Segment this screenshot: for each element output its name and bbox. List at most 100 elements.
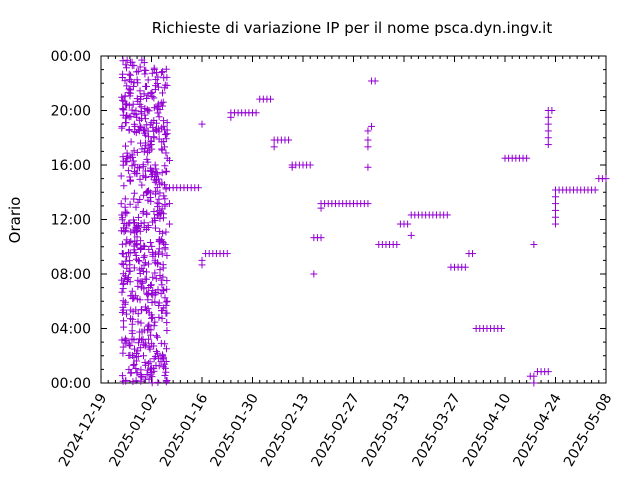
x-tick-label: 2025-03-27 xyxy=(409,391,464,469)
data-point xyxy=(163,126,171,134)
data-point xyxy=(136,122,144,130)
x-tick-labels: 2024-12-192025-01-022025-01-162025-01-30… xyxy=(56,391,616,470)
data-point xyxy=(154,83,162,91)
data-point xyxy=(127,138,135,146)
data-point xyxy=(156,272,164,280)
data-point xyxy=(144,107,152,115)
data-point xyxy=(154,203,162,211)
data-point xyxy=(118,336,126,344)
data-point xyxy=(552,206,559,214)
data-point xyxy=(124,167,132,175)
data-point xyxy=(136,246,144,254)
data-point xyxy=(163,297,171,305)
data-point xyxy=(140,148,148,156)
data-point xyxy=(154,125,162,133)
data-point xyxy=(161,143,169,151)
data-point xyxy=(128,162,136,170)
data-point xyxy=(150,104,158,112)
data-point xyxy=(134,79,142,87)
data-point xyxy=(122,240,130,248)
data-point xyxy=(163,251,171,259)
data-point xyxy=(129,378,137,386)
data-point xyxy=(544,368,552,376)
data-point xyxy=(150,342,158,350)
data-point xyxy=(142,275,150,283)
data-point xyxy=(194,184,202,192)
data-point xyxy=(151,298,159,306)
data-point xyxy=(120,323,128,331)
data-point xyxy=(544,127,552,135)
data-point xyxy=(120,182,128,190)
data-point xyxy=(154,378,162,386)
data-point xyxy=(152,275,160,283)
data-point xyxy=(127,369,135,377)
data-point xyxy=(139,207,147,215)
data-point xyxy=(136,196,144,204)
plot-frame xyxy=(100,55,607,384)
data-point xyxy=(122,61,130,69)
data-point xyxy=(140,129,148,137)
data-point xyxy=(160,354,168,362)
data-point xyxy=(150,64,158,72)
data-point xyxy=(144,360,152,368)
data-point xyxy=(144,91,152,99)
data-point xyxy=(407,231,415,239)
data-point xyxy=(160,192,168,200)
data-point xyxy=(122,114,130,122)
data-point xyxy=(118,240,126,248)
data-point xyxy=(152,332,160,340)
data-point xyxy=(143,289,151,297)
data-point xyxy=(152,165,160,173)
data-point xyxy=(134,318,142,326)
data-point xyxy=(163,327,171,335)
data-point xyxy=(119,349,127,357)
data-point xyxy=(132,357,140,365)
data-point xyxy=(123,158,131,166)
data-point xyxy=(135,257,143,265)
data-point xyxy=(162,345,170,353)
data-point xyxy=(147,281,155,289)
data-point xyxy=(530,240,538,248)
data-point xyxy=(145,321,153,329)
data-point xyxy=(530,372,538,380)
data-point xyxy=(122,142,130,150)
data-point xyxy=(118,260,126,268)
data-point xyxy=(149,313,157,321)
data-point xyxy=(155,128,163,136)
data-point xyxy=(143,210,151,218)
data-point xyxy=(364,200,372,208)
data-point xyxy=(544,134,552,142)
data-point xyxy=(128,287,136,295)
data-point xyxy=(364,136,372,144)
data-point xyxy=(119,343,127,351)
data-point xyxy=(139,279,147,287)
data-point xyxy=(267,95,275,103)
data-point xyxy=(133,233,141,241)
data-point xyxy=(146,358,154,366)
data-point xyxy=(150,207,158,215)
y-tick-label: 04:00 xyxy=(51,322,91,338)
data-point xyxy=(141,342,149,350)
data-point xyxy=(143,106,151,114)
data-point xyxy=(127,113,135,121)
data-point xyxy=(134,256,142,264)
data-point xyxy=(544,141,552,149)
data-point xyxy=(158,281,166,289)
data-point xyxy=(118,93,126,101)
data-point xyxy=(136,95,144,103)
data-point xyxy=(162,168,170,176)
data-point xyxy=(137,306,145,314)
data-point xyxy=(223,250,231,258)
data-point xyxy=(443,211,451,219)
data-point xyxy=(129,157,137,165)
data-point xyxy=(161,371,169,379)
data-point xyxy=(147,166,155,174)
data-point xyxy=(122,64,130,72)
data-point xyxy=(371,77,379,85)
data-point xyxy=(136,87,144,95)
data-point xyxy=(143,370,151,378)
data-point xyxy=(158,351,166,359)
data-point xyxy=(125,70,133,78)
data-point xyxy=(120,228,128,236)
